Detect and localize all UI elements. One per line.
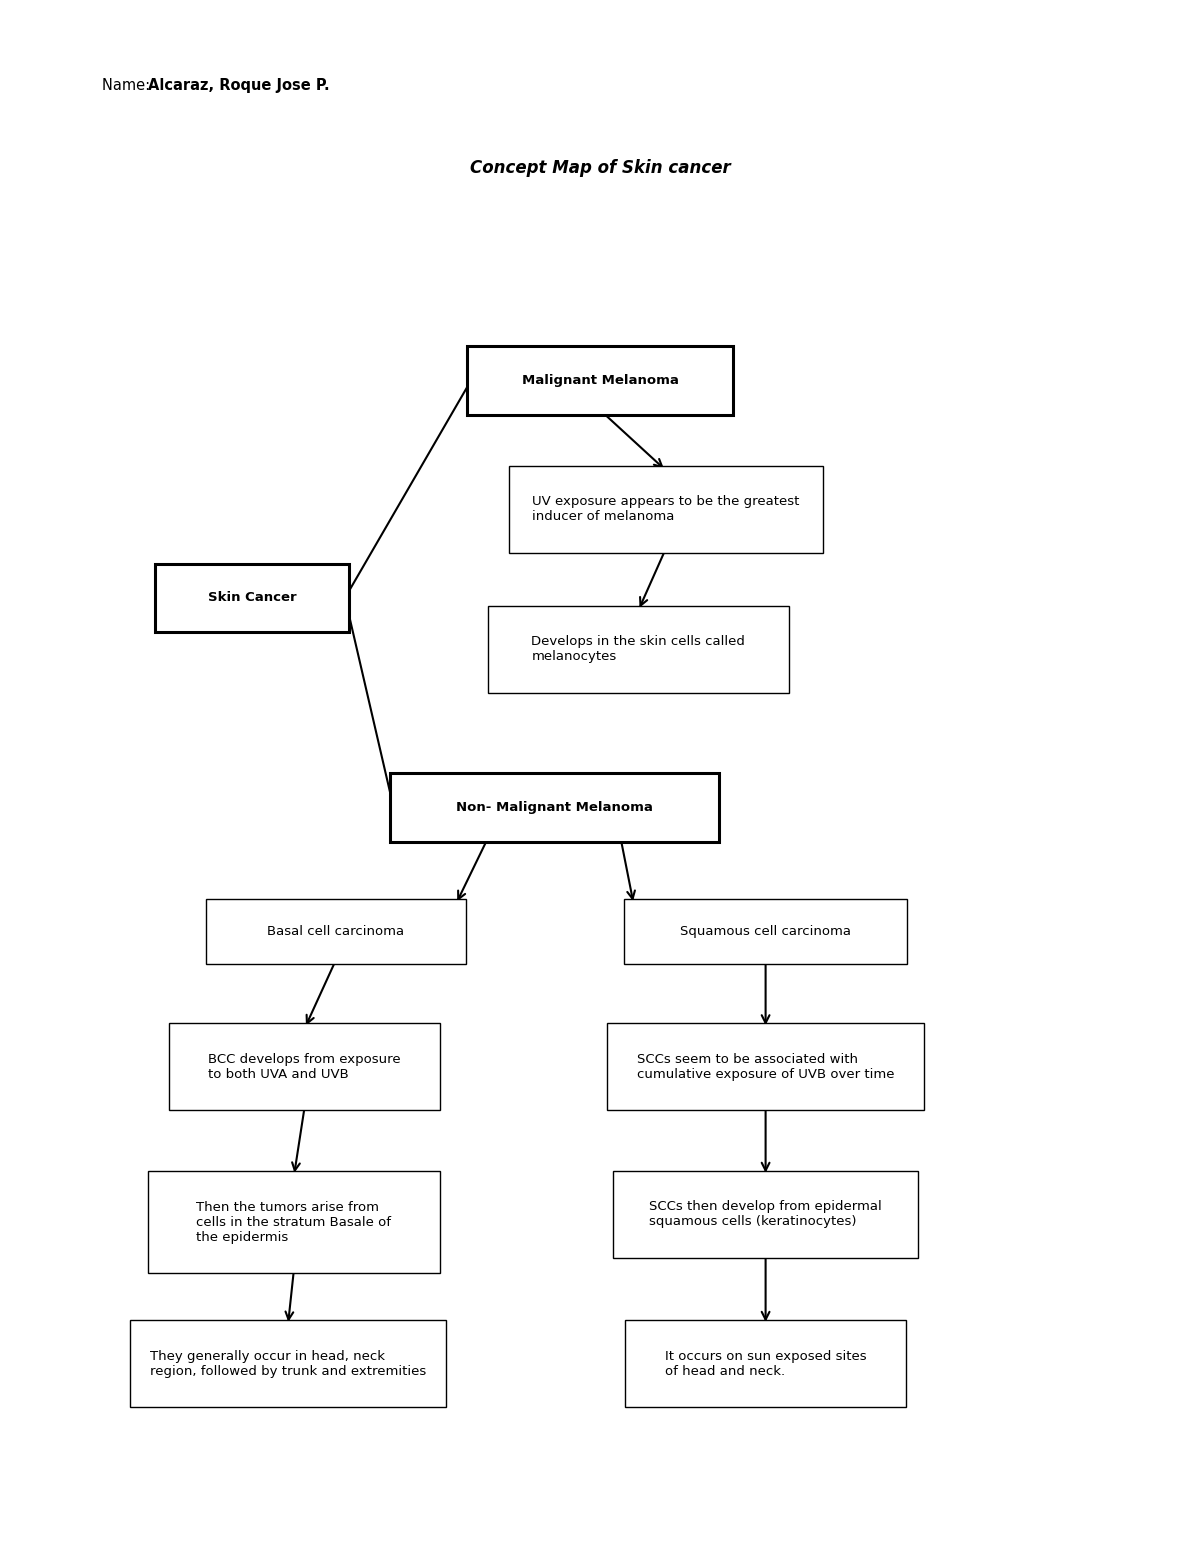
Text: Malignant Melanoma: Malignant Melanoma bbox=[522, 374, 678, 387]
Text: Develops in the skin cells called
melanocytes: Develops in the skin cells called melano… bbox=[532, 635, 745, 663]
Text: They generally occur in head, neck
region, followed by trunk and extremities: They generally occur in head, neck regio… bbox=[150, 1350, 426, 1378]
Text: UV exposure appears to be the greatest
inducer of melanoma: UV exposure appears to be the greatest i… bbox=[533, 495, 799, 523]
Text: Then the tumors arise from
cells in the stratum Basale of
the epidermis: Then the tumors arise from cells in the … bbox=[197, 1200, 391, 1244]
FancyBboxPatch shape bbox=[468, 346, 732, 415]
FancyBboxPatch shape bbox=[510, 466, 823, 553]
FancyBboxPatch shape bbox=[169, 1023, 440, 1110]
FancyBboxPatch shape bbox=[607, 1023, 924, 1110]
Text: Alcaraz, Roque Jose P.: Alcaraz, Roque Jose P. bbox=[148, 78, 329, 93]
FancyBboxPatch shape bbox=[625, 1320, 906, 1407]
Text: Concept Map of Skin cancer: Concept Map of Skin cancer bbox=[469, 158, 731, 177]
Text: SCCs then develop from epidermal
squamous cells (keratinocytes): SCCs then develop from epidermal squamou… bbox=[649, 1200, 882, 1228]
FancyBboxPatch shape bbox=[624, 899, 907, 964]
Text: Squamous cell carcinoma: Squamous cell carcinoma bbox=[680, 926, 851, 938]
FancyBboxPatch shape bbox=[613, 1171, 918, 1258]
FancyBboxPatch shape bbox=[390, 773, 719, 842]
Text: Non- Malignant Melanoma: Non- Malignant Melanoma bbox=[456, 801, 653, 814]
FancyBboxPatch shape bbox=[130, 1320, 446, 1407]
FancyBboxPatch shape bbox=[206, 899, 466, 964]
Text: BCC develops from exposure
to both UVA and UVB: BCC develops from exposure to both UVA a… bbox=[209, 1053, 401, 1081]
Text: Basal cell carcinoma: Basal cell carcinoma bbox=[268, 926, 404, 938]
FancyBboxPatch shape bbox=[148, 1171, 440, 1273]
FancyBboxPatch shape bbox=[156, 564, 348, 632]
Text: Name:: Name: bbox=[102, 78, 155, 93]
FancyBboxPatch shape bbox=[487, 606, 790, 693]
Text: It occurs on sun exposed sites
of head and neck.: It occurs on sun exposed sites of head a… bbox=[665, 1350, 866, 1378]
Text: SCCs seem to be associated with
cumulative exposure of UVB over time: SCCs seem to be associated with cumulati… bbox=[637, 1053, 894, 1081]
Text: Skin Cancer: Skin Cancer bbox=[208, 592, 296, 604]
